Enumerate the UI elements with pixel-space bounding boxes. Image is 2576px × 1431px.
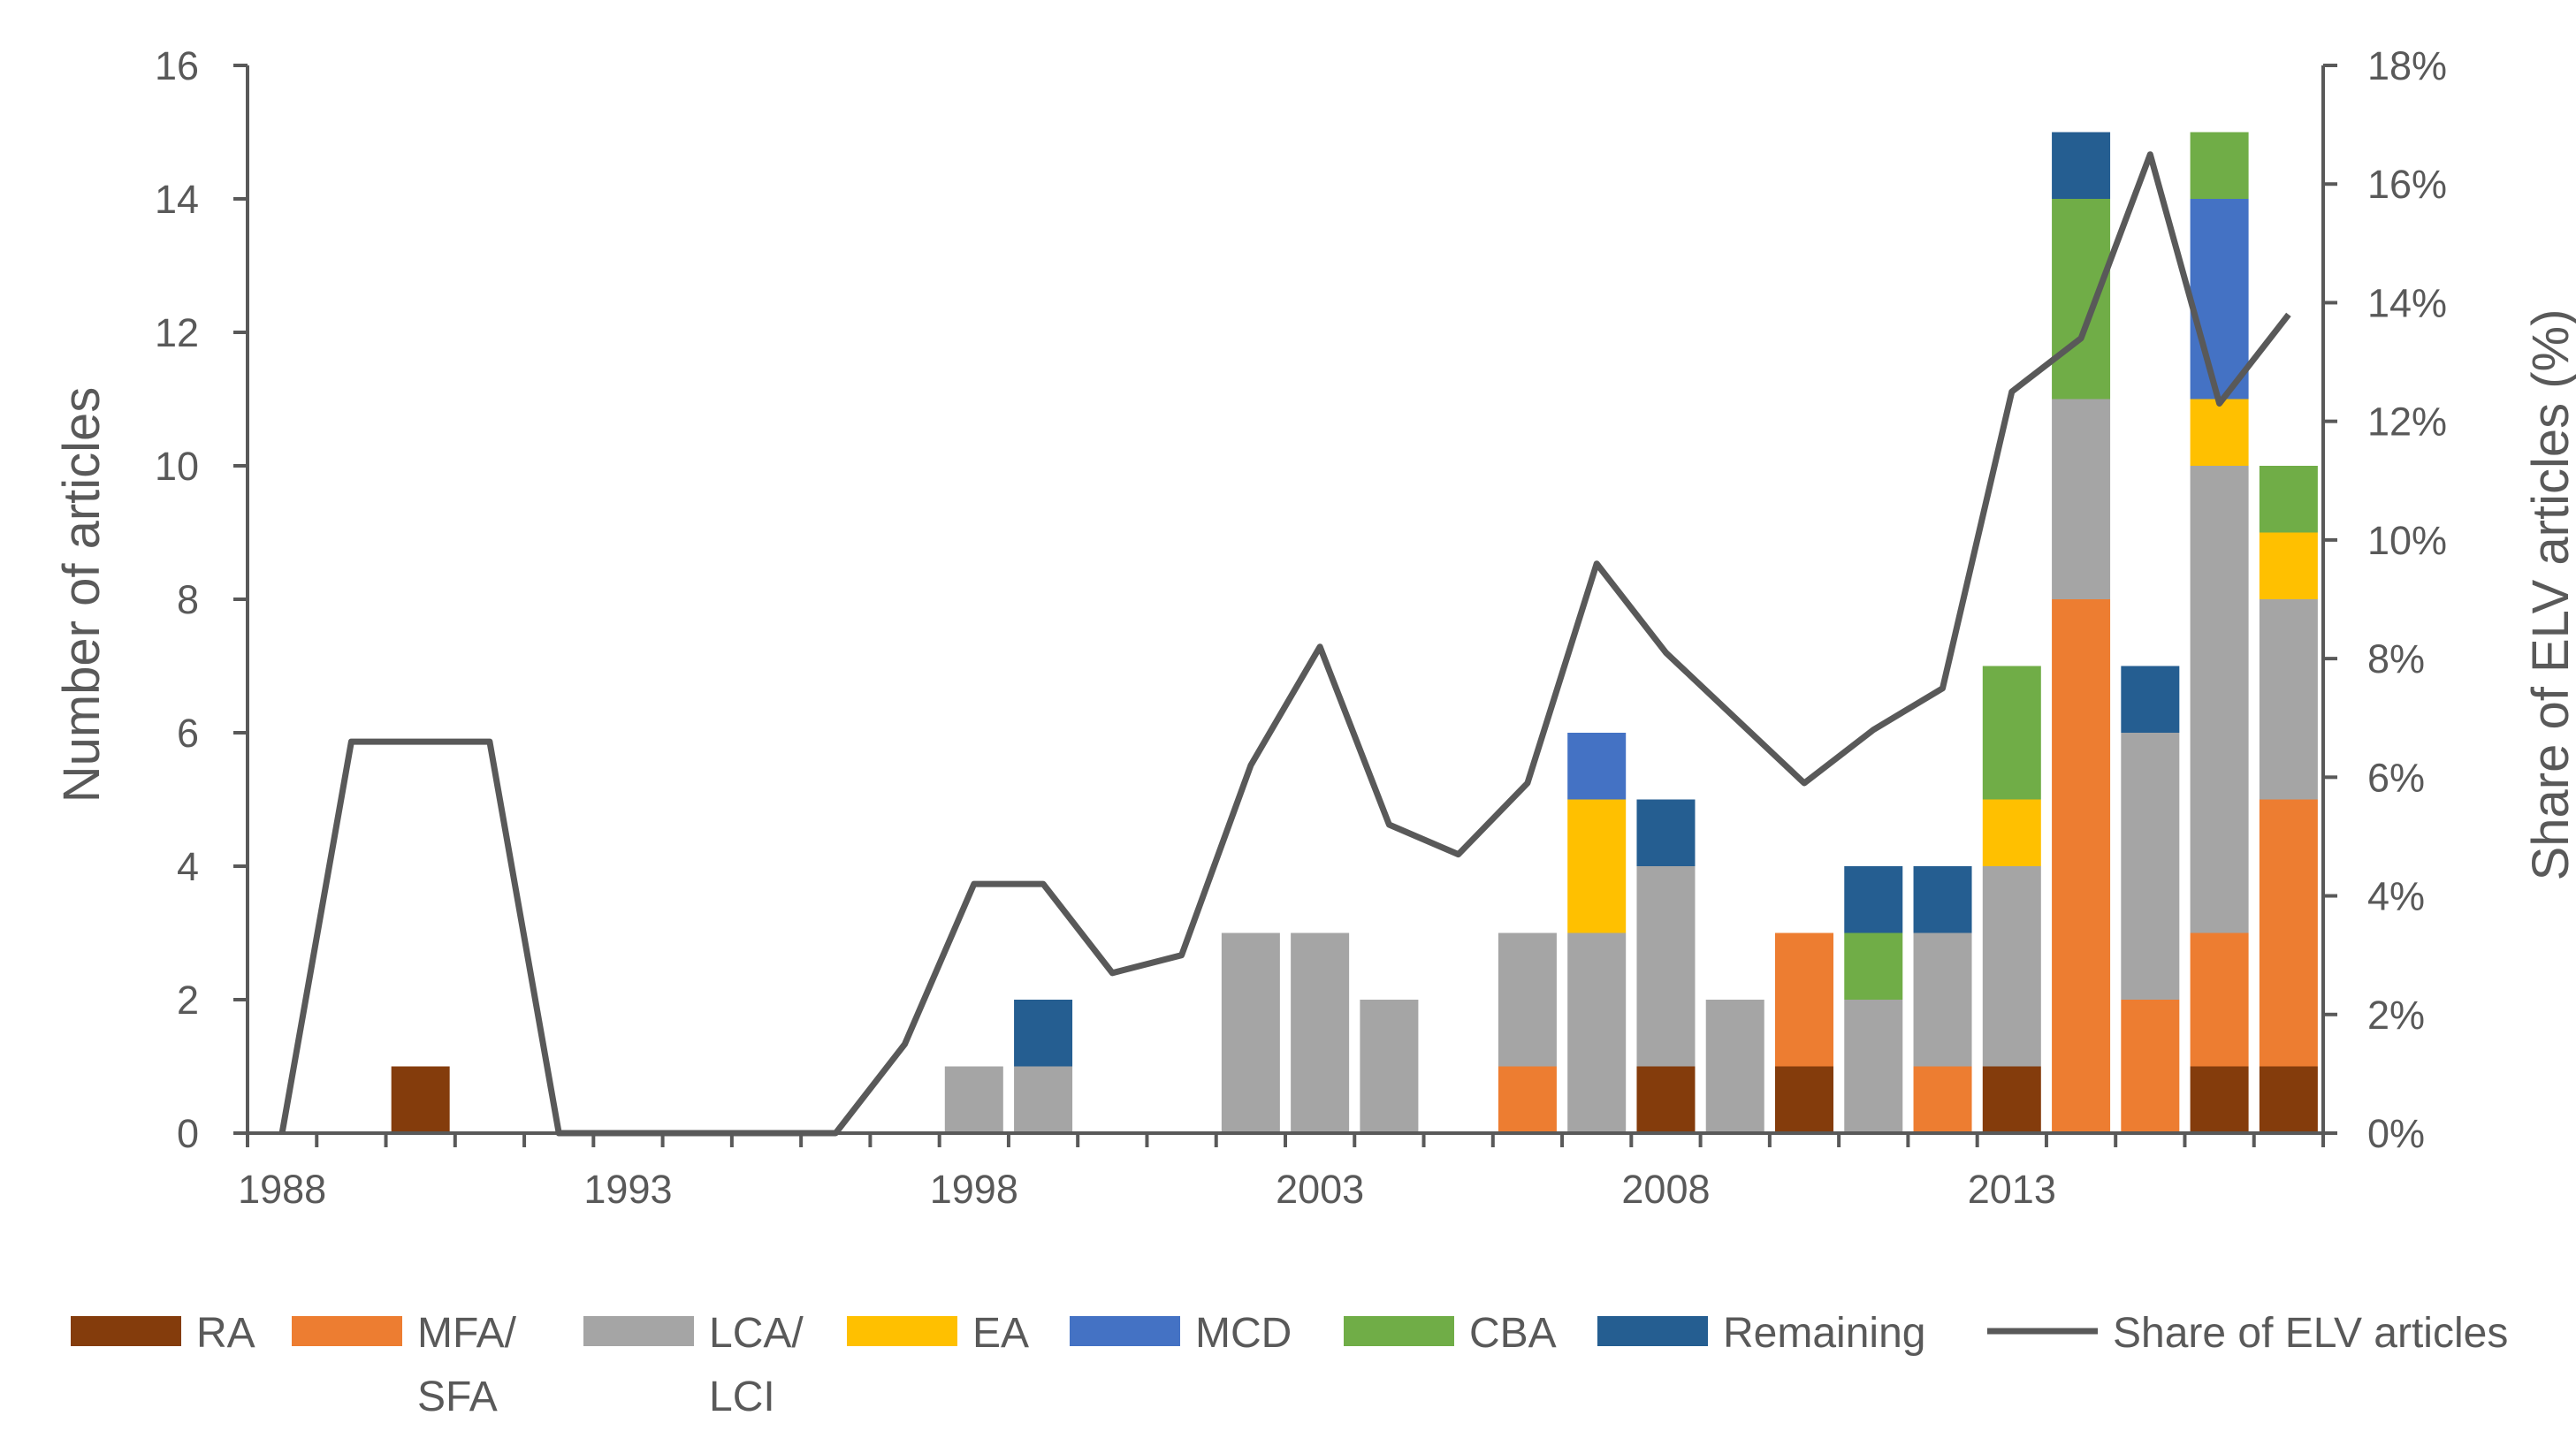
- legend-swatch-ea: [847, 1316, 957, 1346]
- bar-mcd-2016: [2190, 199, 2249, 400]
- bar-lcalci-2003: [1291, 932, 1350, 1133]
- bar-ra-2016: [2190, 1066, 2249, 1133]
- bar-cba-2017: [2259, 466, 2318, 533]
- bar-ra-1990: [391, 1066, 450, 1133]
- legend-label-lca-line2: LCI: [709, 1374, 775, 1420]
- bar-mfasfa-2010: [1775, 932, 1833, 1067]
- y2-tick-label-7: 14%: [2367, 280, 2447, 325]
- bar-cba-2013: [1982, 666, 2041, 800]
- bar-remaining-2015: [2121, 666, 2180, 733]
- legend: RA MFA/SFA LCA/LCI EA MCD CBA Remaining Share o…: [71, 1310, 2508, 1420]
- bar-lcalci-1999: [1014, 1066, 1073, 1133]
- x-tick-label-1993: 1993: [583, 1167, 672, 1212]
- legend-label-mcd: MCD: [1195, 1310, 1292, 1357]
- bars-layer: [391, 132, 2318, 1133]
- y-tick-label-0: 0: [177, 1111, 199, 1156]
- y-tick-label-12: 12: [155, 310, 199, 355]
- legend-label-mfa: MFA/: [417, 1310, 517, 1357]
- bar-ra-2008: [1636, 1066, 1696, 1133]
- share-of-elv-articles-line: [278, 151, 2291, 1137]
- legend-label-share: Share of ELV articles: [2113, 1310, 2508, 1357]
- bar-cba-2011: [1844, 932, 1903, 1000]
- y-tick-label-10: 10: [155, 444, 199, 489]
- legend-label-ea: EA: [972, 1310, 1029, 1357]
- legend-label-ra: RA: [196, 1310, 255, 1357]
- legend-swatch-cba: [1344, 1316, 1454, 1346]
- bar-ra-2017: [2259, 1066, 2318, 1133]
- bar-lcalci-2017: [2259, 599, 2318, 800]
- legend-swatch-mcd: [1070, 1316, 1180, 1346]
- x-tick-label-2003: 2003: [1276, 1167, 1364, 1212]
- y2-tick-label-3: 6%: [2367, 755, 2425, 800]
- x-tick-label-2008: 2008: [1621, 1167, 1710, 1212]
- bar-lcalci-2014: [2052, 399, 2111, 599]
- bar-mfasfa-2015: [2121, 1000, 2180, 1133]
- legend-label-cba: CBA: [1469, 1310, 1557, 1357]
- y2-axis-title: Share of ELV articles (%): [2522, 309, 2576, 881]
- share-line-layer: [278, 151, 2291, 1137]
- bar-cba-2016: [2190, 132, 2249, 199]
- bar-remaining-2014: [2052, 132, 2111, 199]
- ticks-layer: 0 2 4 6 8 10 12 14 16 0% 2% 4% 6% 8% 10% 12% 14% 16% 18% 19…: [155, 43, 2447, 1212]
- y2-tick-label-6: 12%: [2367, 400, 2447, 445]
- bar-mfasfa-2012: [1913, 1066, 1972, 1133]
- y2-tick-label-4: 8%: [2367, 636, 2425, 681]
- y-axis-title: Number of articles: [53, 387, 111, 803]
- y-tick-label-8: 8: [177, 577, 199, 622]
- y-tick-label-16: 16: [155, 43, 199, 88]
- legend-swatch-lca: [583, 1316, 694, 1346]
- bar-mfasfa-2006: [1498, 1066, 1557, 1133]
- y-tick-label-2: 2: [177, 978, 199, 1023]
- bar-lcalci-2008: [1636, 866, 1696, 1067]
- bar-lcalci-2015: [2121, 733, 2180, 1000]
- y-tick-label-4: 4: [177, 844, 199, 889]
- bar-ea-2017: [2259, 532, 2318, 599]
- bar-ra-2013: [1982, 1066, 2041, 1133]
- x-tick-label-2013: 2013: [1968, 1167, 2056, 1212]
- legend-label-remaining: Remaining: [1723, 1310, 1925, 1357]
- bar-lcalci-2009: [1705, 1000, 1764, 1133]
- legend-swatch-mfa: [292, 1316, 402, 1346]
- y2-tick-label-2: 4%: [2367, 874, 2425, 919]
- legend-label-lca: LCA/: [709, 1310, 804, 1357]
- bar-lcalci-1998: [944, 1066, 1003, 1133]
- bar-remaining-2008: [1636, 799, 1696, 866]
- bar-lcalci-2011: [1844, 1000, 1903, 1133]
- y2-tick-label-9: 18%: [2367, 43, 2447, 88]
- y-tick-label-6: 6: [177, 711, 199, 756]
- bar-lcalci-2004: [1360, 1000, 1419, 1133]
- bar-ea-2013: [1982, 799, 2041, 866]
- bar-mfasfa-2014: [2052, 599, 2111, 1133]
- x-tick-label-1988: 1988: [238, 1167, 326, 1212]
- bar-ea-2007: [1567, 799, 1627, 933]
- bar-ra-2010: [1775, 1066, 1833, 1133]
- bar-ea-2016: [2190, 399, 2249, 466]
- y2-tick-label-0: 0%: [2367, 1111, 2425, 1156]
- bar-remaining-1999: [1014, 1000, 1073, 1067]
- bar-mfasfa-2017: [2259, 799, 2318, 1067]
- x-tick-label-1998: 1998: [930, 1167, 1018, 1212]
- legend-swatch-ra: [71, 1316, 181, 1346]
- y-tick-label-14: 14: [155, 177, 199, 222]
- bar-lcalci-2016: [2190, 466, 2249, 933]
- bar-cba-2014: [2052, 199, 2111, 400]
- y2-tick-label-8: 16%: [2367, 162, 2447, 207]
- legend-label-mfa-line2: SFA: [417, 1374, 498, 1420]
- bar-lcalci-2013: [1982, 866, 2041, 1067]
- bar-mcd-2007: [1567, 733, 1627, 800]
- y2-tick-label-1: 2%: [2367, 993, 2425, 1038]
- bar-lcalci-2012: [1913, 932, 1972, 1067]
- legend-swatch-remaining: [1597, 1316, 1708, 1346]
- bar-remaining-2012: [1913, 866, 1972, 933]
- bar-lcalci-2007: [1567, 932, 1627, 1133]
- bar-mfasfa-2016: [2190, 932, 2249, 1067]
- bar-remaining-2011: [1844, 866, 1903, 933]
- y2-tick-label-5: 10%: [2367, 518, 2447, 563]
- bar-lcalci-2002: [1221, 932, 1280, 1133]
- bar-lcalci-2006: [1498, 932, 1557, 1067]
